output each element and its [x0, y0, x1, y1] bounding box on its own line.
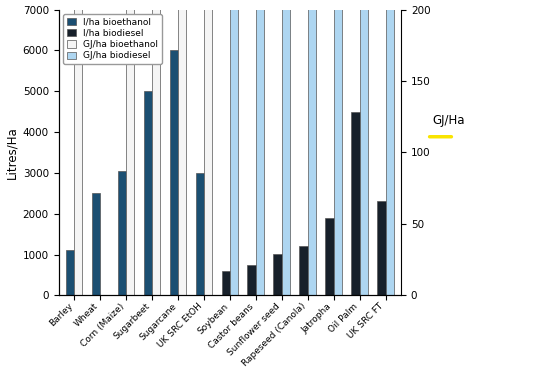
Bar — [359, 0, 368, 295]
Bar — [377, 202, 385, 295]
Bar — [196, 173, 204, 295]
Bar — [222, 271, 230, 295]
Bar — [299, 246, 308, 295]
Text: GJ/Ha: GJ/Ha — [432, 114, 464, 127]
Bar — [308, 0, 316, 295]
Bar — [282, 0, 290, 295]
Bar — [204, 0, 212, 295]
Y-axis label: Litres/Ha: Litres/Ha — [5, 126, 18, 179]
Bar — [230, 0, 238, 295]
Bar — [74, 0, 82, 295]
Bar — [178, 0, 186, 295]
Bar — [325, 218, 334, 295]
Bar — [334, 0, 342, 295]
Bar — [92, 193, 100, 295]
Bar — [351, 111, 359, 295]
Bar — [152, 0, 160, 295]
Bar — [273, 254, 282, 295]
Bar — [170, 50, 178, 295]
Bar — [144, 91, 152, 295]
Bar — [256, 0, 264, 295]
Bar — [118, 171, 126, 295]
Legend: l/ha bioethanol, l/ha biodiesel, GJ/ha bioethanol, GJ/ha biodiesel: l/ha bioethanol, l/ha biodiesel, GJ/ha b… — [63, 14, 162, 64]
Bar — [248, 265, 256, 295]
Bar — [126, 0, 134, 295]
Bar — [66, 251, 74, 295]
Bar — [385, 0, 394, 295]
